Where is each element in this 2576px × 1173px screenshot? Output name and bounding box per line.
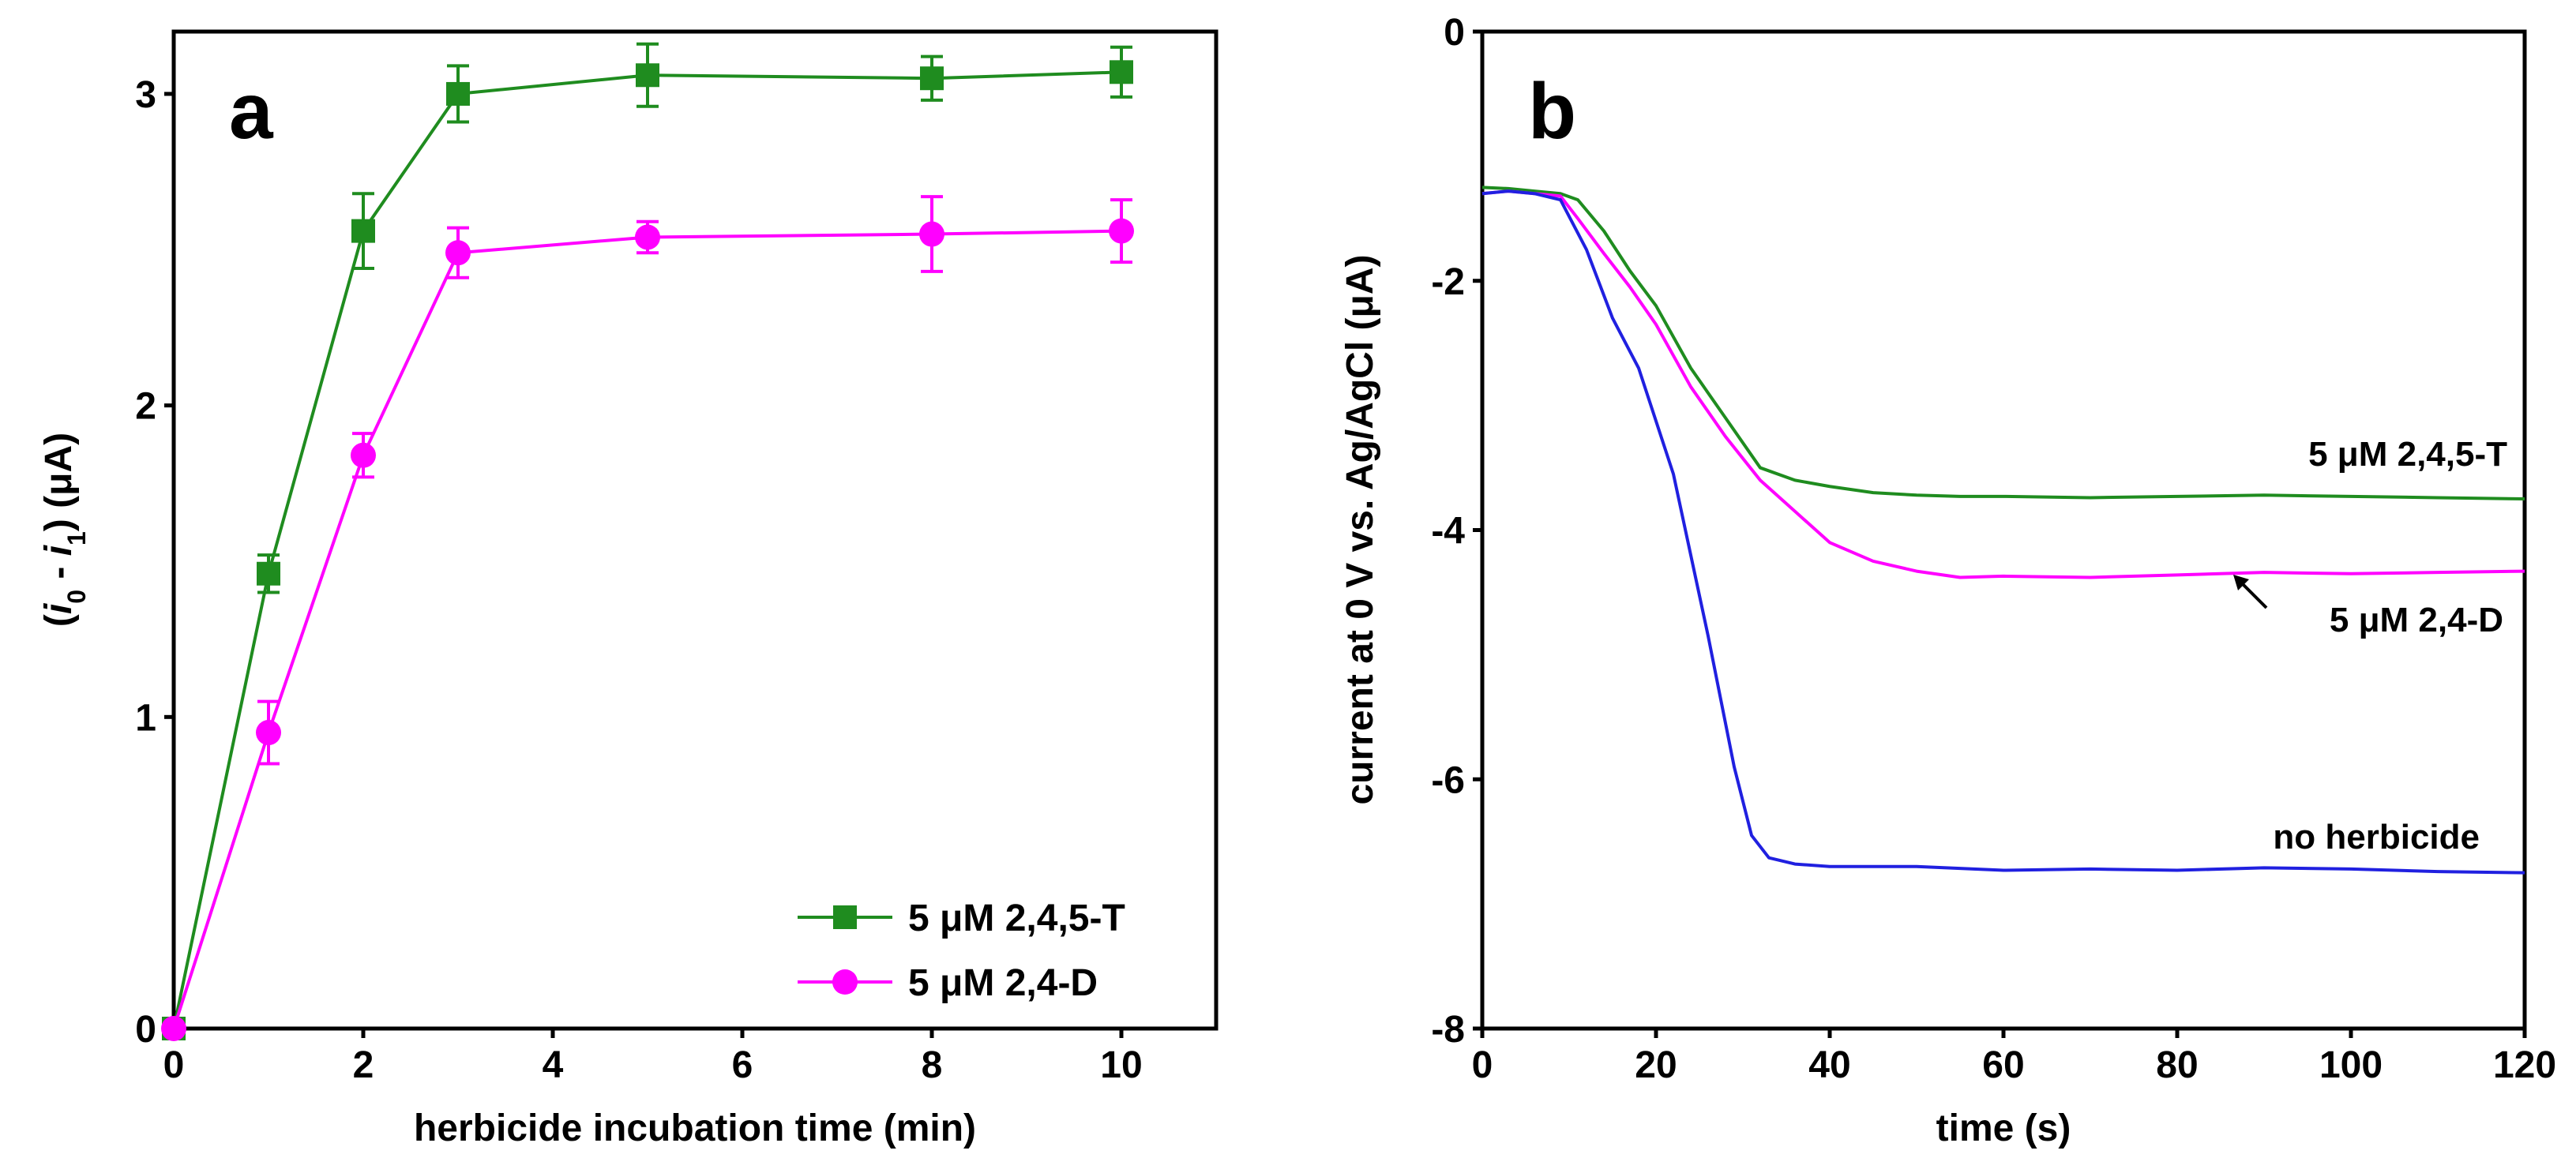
panel-b-x-axis-label: time (s) [1936, 1107, 2071, 1149]
series-line-no-herbicide [1481, 189, 2525, 875]
y-tick-label: 3 [135, 74, 156, 116]
legend-marker-5-m-2-4-d [832, 969, 858, 995]
x-tick-label: 4 [543, 1044, 564, 1086]
data-point-5-m-2-4-5-t [1110, 60, 1133, 84]
data-point-5-m-2-4-5-t [920, 66, 944, 91]
panel-a-x-ticks: 0 2 4 6 8 10 [163, 1029, 1143, 1086]
annotation-5-m-2-4-5-t: 5 μM 2,4,5-T [2308, 435, 2507, 474]
panel-a-x-axis-label: herbicide incubation time (min) [414, 1107, 976, 1149]
y-label-part: 0 [62, 590, 91, 604]
data-point-5-m-2-4-5-t [636, 63, 659, 88]
y-label-part: i [38, 544, 80, 556]
panel-b-x-ticks: 0 20 40 60 80 100 120 [1472, 1029, 2556, 1086]
series-line-5-m-2-4-d [1481, 189, 2525, 579]
legend-marker-5-m-2-4-5-t [833, 905, 857, 929]
panel-b-plot-frame [1480, 29, 2527, 1031]
data-point-5-m-2-4-d [919, 221, 944, 247]
y-tick-label: -2 [1431, 261, 1465, 303]
y-tick-label: -8 [1431, 1009, 1465, 1051]
legend-label-5-m-2-4-5-t: 5 μM 2,4,5-T [908, 898, 1125, 939]
data-point-5-m-2-4-d [351, 442, 376, 468]
y-tick-label: 0 [1444, 12, 1465, 54]
y-label-part: i [38, 602, 80, 614]
annotation-5-m-2-4-d: 5 μM 2,4-D [2330, 601, 2503, 639]
x-tick-label: 8 [922, 1044, 943, 1086]
data-point-5-m-2-4-d [1109, 218, 1134, 244]
panel-b-y-axis-label: current at 0 V vs. Ag/AgCl (μA) [1339, 254, 1381, 804]
x-tick-label: 20 [1635, 1044, 1677, 1086]
panel-b-annotations: 5 μM 2,4,5-T 5 μM 2,4-D no herbicide [2233, 435, 2507, 856]
data-point-5-m-2-4-d [161, 1016, 186, 1041]
series-line-5-m-2-4-5-t [172, 70, 1122, 1029]
annotation-arrow-head [2233, 575, 2249, 590]
y-label-part: ( [38, 614, 80, 627]
series-line-5-m-2-4-5-t [1481, 186, 2525, 501]
panel-b: 0 -2 -4 -6 -8 0 20 40 60 80 100 120 b time (s) cur… [1339, 12, 2556, 1149]
data-point-5-m-2-4-5-t [446, 81, 470, 106]
y-tick-label: 2 [135, 386, 156, 428]
data-point-5-m-2-4-5-t [351, 219, 375, 243]
y-tick-label: -6 [1431, 759, 1465, 801]
y-label-part: 1 [62, 531, 91, 545]
panel-b-label: b [1528, 67, 1576, 156]
data-point-5-m-2-4-d [256, 720, 281, 746]
panel-a-plot-frame [171, 29, 1219, 1031]
x-tick-label: 100 [2319, 1044, 2383, 1086]
x-tick-label: 80 [2156, 1044, 2198, 1086]
panel-a-y-ticks: 0 1 2 3 [135, 74, 174, 1051]
panel-a-legend: 5 μM 2,4,5-T 5 μM 2,4-D [798, 898, 1125, 1004]
x-tick-label: 2 [353, 1044, 374, 1086]
data-point-5-m-2-4-d [635, 224, 660, 250]
y-label-part: - [38, 556, 80, 590]
panel-b-y-ticks: 0 -2 -4 -6 -8 [1431, 12, 1482, 1051]
legend-label-5-m-2-4-d: 5 μM 2,4-D [908, 962, 1098, 1004]
panel-a-y-axis-label: (i0 - i1) (μA) [38, 433, 91, 627]
x-tick-label: 120 [2493, 1044, 2556, 1086]
panel-a-label: a [229, 67, 274, 156]
y-tick-label: 1 [135, 697, 156, 739]
y-tick-label: 0 [135, 1009, 156, 1051]
y-label-part: ) (μA) [38, 433, 80, 531]
x-tick-label: 60 [1982, 1044, 2024, 1086]
data-point-5-m-2-4-5-t [257, 561, 280, 586]
panel-b-series [1481, 186, 2525, 875]
x-tick-label: 6 [732, 1044, 753, 1086]
y-tick-label: -4 [1431, 511, 1465, 553]
x-tick-label: 40 [1808, 1044, 1850, 1086]
annotation-no-herbicide: no herbicide [2273, 818, 2480, 856]
x-tick-label: 10 [1100, 1044, 1142, 1086]
x-tick-label: 0 [163, 1044, 185, 1086]
panel-a-series [161, 42, 1134, 1041]
x-tick-label: 0 [1472, 1044, 1493, 1086]
data-point-5-m-2-4-d [445, 240, 471, 266]
